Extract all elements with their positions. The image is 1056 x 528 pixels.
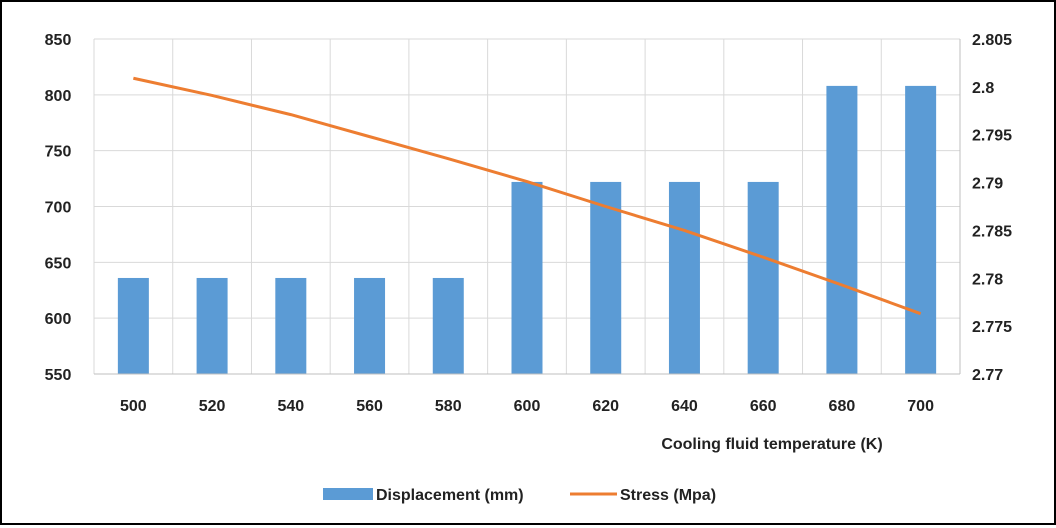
y-axis-left-tick-labels: 550 600 650 700 750 800 850 xyxy=(45,32,72,384)
x-tick-label: 620 xyxy=(592,398,619,415)
bar-520 xyxy=(197,278,228,374)
y-tick-label: 550 xyxy=(45,367,72,384)
y2-tick-label: 2.805 xyxy=(972,32,1012,49)
bar-700 xyxy=(905,86,936,374)
bar-600 xyxy=(512,182,543,374)
bar-580 xyxy=(433,278,464,374)
x-axis-tick-labels: 500 520 540 560 580 600 620 640 660 680 700 xyxy=(120,398,934,415)
bar-560 xyxy=(354,278,385,374)
y-tick-label: 800 xyxy=(45,88,72,105)
x-axis-title: Cooling fluid temperature (K) xyxy=(661,436,882,453)
x-tick-label: 500 xyxy=(120,398,147,415)
bar-500 xyxy=(118,278,149,374)
y2-tick-label: 2.77 xyxy=(972,367,1003,384)
y-tick-label: 600 xyxy=(45,311,72,328)
y2-tick-label: 2.785 xyxy=(972,223,1012,240)
y-tick-label: 650 xyxy=(45,255,72,272)
legend-label-displacement: Displacement (mm) xyxy=(376,487,524,504)
y2-tick-label: 2.775 xyxy=(972,319,1012,336)
x-tick-label: 700 xyxy=(907,398,934,415)
legend: Displacement (mm) Stress (Mpa) xyxy=(323,487,716,504)
legend-swatch-displacement xyxy=(323,488,373,500)
y2-tick-label: 2.78 xyxy=(972,271,1003,288)
y2-tick-label: 2.8 xyxy=(972,80,994,97)
y2-tick-label: 2.79 xyxy=(972,176,1003,193)
bar-series-displacement xyxy=(118,86,936,374)
y-tick-label: 750 xyxy=(45,144,72,161)
x-tick-label: 540 xyxy=(277,398,304,415)
x-tick-label: 640 xyxy=(671,398,698,415)
x-tick-label: 560 xyxy=(356,398,383,415)
y-tick-label: 850 xyxy=(45,32,72,49)
bar-640 xyxy=(669,182,700,374)
legend-label-stress: Stress (Mpa) xyxy=(620,487,716,504)
x-tick-label: 600 xyxy=(514,398,541,415)
x-tick-label: 580 xyxy=(435,398,462,415)
bar-660 xyxy=(748,182,779,374)
bar-680 xyxy=(826,86,857,374)
y-axis-right-tick-labels: 2.77 2.775 2.78 2.785 2.79 2.795 2.8 2.805 xyxy=(972,32,1012,384)
x-tick-label: 680 xyxy=(829,398,856,415)
x-tick-label: 520 xyxy=(199,398,226,415)
bar-540 xyxy=(275,278,306,374)
y-tick-label: 700 xyxy=(45,200,72,217)
x-tick-label: 660 xyxy=(750,398,777,415)
y2-tick-label: 2.795 xyxy=(972,128,1012,145)
